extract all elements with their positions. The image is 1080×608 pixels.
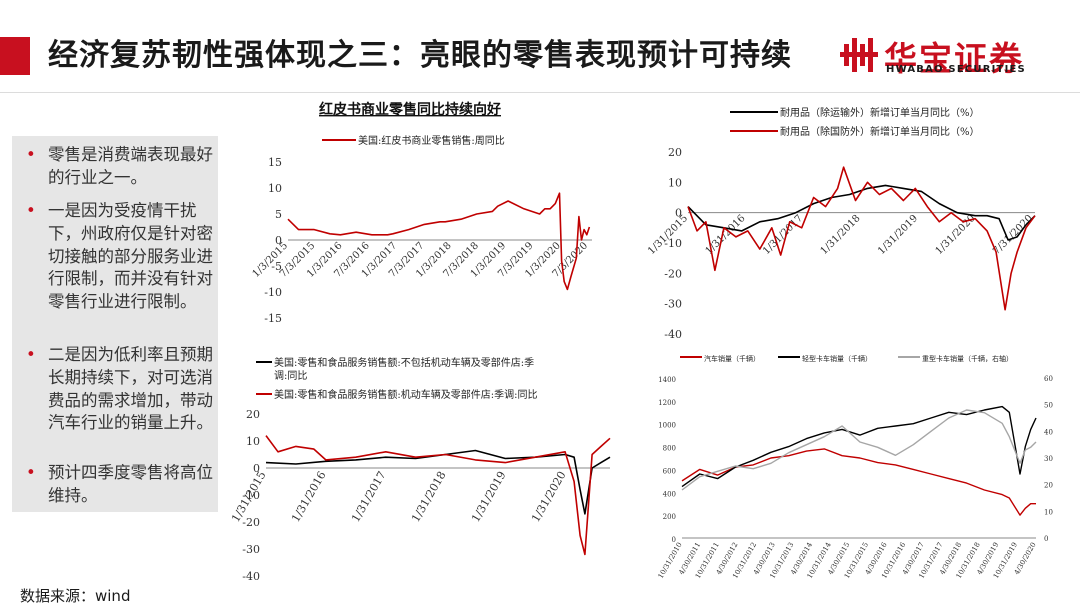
x-tick-label: 1/31/2018: [819, 213, 863, 257]
y2-tick-label: 10: [1044, 508, 1053, 516]
y-tick-label: -10: [264, 286, 282, 299]
x-tick-label: 1/31/2018: [409, 469, 448, 524]
y-tick-label: -40: [242, 570, 260, 583]
bullet-text: 预计四季度零售将高位维持。: [48, 463, 213, 505]
y-tick-label: 800: [663, 445, 676, 453]
y-tick-label: 5: [275, 208, 282, 221]
legend-label: 美国:红皮书商业零售销售:周同比: [358, 134, 505, 147]
series-line: [265, 435, 611, 556]
chart-title: 红皮书商业零售同比持续向好: [319, 101, 501, 118]
legend-label: 汽车销量（千辆）: [704, 354, 760, 363]
y2-tick-label: 30: [1044, 455, 1053, 463]
y2-tick-label: 0: [1044, 535, 1048, 543]
y-tick-label: -20: [664, 267, 682, 280]
series-line: [687, 166, 1036, 311]
vehicle-sales-chart: 汽车销量（千辆） 轻型卡车销量（千辆） 重型卡车销量（千辆，右轴） 1400 1200 1…: [657, 354, 1053, 580]
y-tick-label: 10: [668, 176, 682, 189]
bullet-text: 二是因为低利率且预期长期持续下，对可选消费品的需求增加，带动汽车行业的销量上升。: [48, 345, 213, 433]
y-tick-label: 1000: [658, 422, 676, 430]
y-tick-label: 400: [663, 490, 676, 498]
title-accent-bar: [0, 37, 30, 75]
bullet-dot-icon: •: [26, 145, 36, 164]
y-tick-label: 20: [668, 146, 682, 159]
series-line: [687, 184, 1036, 241]
bullet-dot-icon: •: [26, 345, 36, 364]
x-tick-label: 1/31/2015: [646, 213, 690, 257]
retail-sales-chart: 美国:零售和食品服务销售额:不包括机动车辆及零部件店:季调:同比美国:零售和食品…: [230, 356, 611, 583]
logo-english-name: HWABAO SECURITIES: [886, 64, 1026, 75]
y-tick-label: 10: [268, 182, 282, 195]
y-tick-label: 0: [253, 462, 260, 475]
header-divider: [0, 92, 1080, 93]
x-tick-label: 1/31/2019: [469, 469, 508, 524]
y-tick-label: 15: [268, 156, 282, 169]
series-line: [681, 448, 1036, 516]
y-tick-label: 0: [672, 536, 676, 544]
title-bar: 经济复苏韧性强体现之三：亮眼的零售表现预计可持续 华宝证券 HWABAO SEC…: [0, 0, 1080, 92]
y-tick-label: 1400: [658, 376, 676, 384]
bullet-text: 零售是消费端表现最好的行业之一。: [48, 145, 213, 187]
y-tick-label: -20: [242, 516, 260, 529]
y2-tick-label: 40: [1044, 428, 1053, 436]
x-tick-label: 1/31/2016: [289, 469, 328, 524]
page-title: 经济复苏韧性强体现之三：亮眼的零售表现预计可持续: [48, 38, 792, 73]
summary-panel: • 零售是消费端表现最好的行业之一。 • 一是因为受疫情干扰下，州政府仅是针对密…: [12, 136, 218, 512]
y-tick-label: 200: [663, 513, 676, 521]
y-tick-label: -5: [271, 260, 282, 273]
x-tick-label: 7/31/2020: [991, 213, 1035, 257]
legend-label: 美国:零售和食品服务销售额:机动车辆及零部件店:季调:同比: [274, 388, 537, 401]
legend-label: 耐用品（除国防外）新增订单当月同比（%）: [780, 125, 980, 138]
bullet-dot-icon: •: [26, 463, 36, 482]
logo-chinese-name: 华宝证券: [884, 39, 1024, 78]
y-tick-label: -30: [242, 543, 260, 556]
y2-tick-label: 50: [1044, 402, 1053, 410]
y-tick-label: -10: [242, 489, 260, 502]
y2-tick-label: 20: [1044, 482, 1053, 490]
y-tick-label: 0: [675, 207, 682, 220]
y-tick-label: -40: [664, 328, 682, 341]
y-tick-label: -15: [264, 312, 282, 325]
x-tick-label: 1/31/2017: [349, 469, 388, 524]
bullet-text: 一是因为受疫情干扰下，州政府仅是针对密切接触的部分服务业进行限制，而并没有针对零…: [48, 201, 213, 312]
series-line: [681, 405, 1037, 488]
legend-label: 重型卡车销量（千辆，右轴）: [922, 354, 1013, 363]
durable-orders-chart: 耐用品（除运输外）新增订单当月同比（%） 耐用品（除国防外）新增订单当月同比（%）…: [646, 106, 1036, 341]
logo-mark-icon: [840, 38, 878, 72]
y-tick-label: -30: [664, 298, 682, 311]
series-line: [265, 449, 611, 515]
company-logo: 华宝证券 HWABAO SECURITIES: [840, 32, 1040, 80]
legend-label: 美国:零售和食品服务销售额:不包括机动车辆及零部件店:季调:同比: [274, 356, 534, 382]
y2-tick-label: 60: [1044, 375, 1053, 383]
y-tick-label: 20: [246, 408, 260, 421]
legend-label: 耐用品（除运输外）新增订单当月同比（%）: [780, 106, 980, 119]
x-tick-label: 1/31/2019: [876, 213, 920, 257]
y-tick-label: 10: [246, 435, 260, 448]
legend-label: 轻型卡车销量（千辆）: [802, 354, 872, 363]
bullet-dot-icon: •: [26, 201, 36, 220]
series-line: [287, 192, 591, 291]
data-source-note: 数据来源：wind: [20, 587, 131, 605]
y-tick-label: 1200: [658, 399, 676, 407]
series-line: [681, 409, 1037, 491]
y-tick-label: -10: [664, 237, 682, 250]
x-tick-label: 1/31/2020: [529, 469, 568, 524]
y-tick-label: 0: [275, 234, 282, 247]
y-tick-label: 600: [663, 467, 676, 475]
